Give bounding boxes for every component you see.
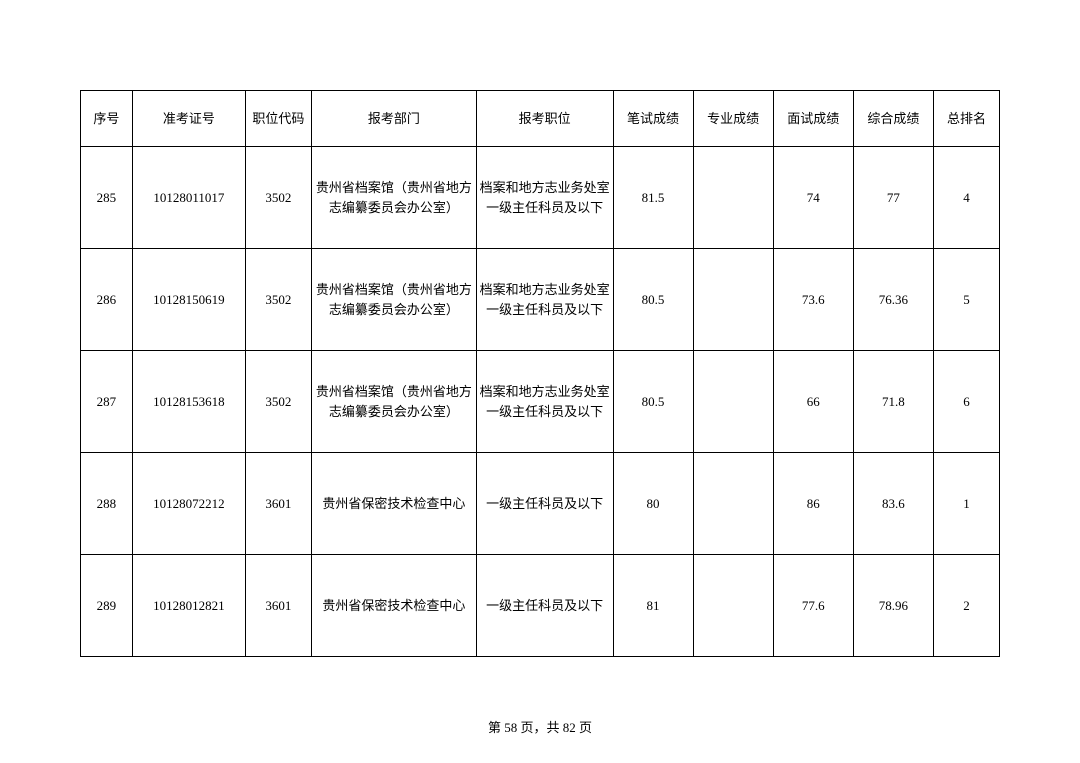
cell-pos: 一级主任科员及以下 bbox=[476, 453, 613, 555]
header-interview: 面试成绩 bbox=[773, 91, 853, 147]
cell-total: 83.6 bbox=[853, 453, 933, 555]
table-row: 286 10128150619 3502 贵州省档案馆（贵州省地方志编纂委员会办… bbox=[81, 249, 1000, 351]
cell-written: 80 bbox=[613, 453, 693, 555]
cell-rank: 6 bbox=[933, 351, 999, 453]
table-row: 285 10128011017 3502 贵州省档案馆（贵州省地方志编纂委员会办… bbox=[81, 147, 1000, 249]
header-seq: 序号 bbox=[81, 91, 133, 147]
header-examno: 准考证号 bbox=[132, 91, 245, 147]
cell-seq: 286 bbox=[81, 249, 133, 351]
cell-written: 81.5 bbox=[613, 147, 693, 249]
cell-major bbox=[693, 147, 773, 249]
cell-interview: 73.6 bbox=[773, 249, 853, 351]
cell-dept: 贵州省保密技术检查中心 bbox=[311, 453, 476, 555]
cell-pos: 档案和地方志业务处室一级主任科员及以下 bbox=[476, 249, 613, 351]
cell-pos: 档案和地方志业务处室一级主任科员及以下 bbox=[476, 147, 613, 249]
page-footer: 第 58 页，共 82 页 bbox=[80, 717, 1000, 736]
cell-pos: 档案和地方志业务处室一级主任科员及以下 bbox=[476, 351, 613, 453]
cell-code: 3601 bbox=[245, 555, 311, 657]
cell-code: 3502 bbox=[245, 147, 311, 249]
cell-seq: 288 bbox=[81, 453, 133, 555]
cell-total: 76.36 bbox=[853, 249, 933, 351]
cell-written: 80.5 bbox=[613, 351, 693, 453]
cell-dept: 贵州省档案馆（贵州省地方志编纂委员会办公室） bbox=[311, 351, 476, 453]
cell-major bbox=[693, 555, 773, 657]
cell-code: 3502 bbox=[245, 351, 311, 453]
cell-examno: 10128072212 bbox=[132, 453, 245, 555]
header-rank: 总排名 bbox=[933, 91, 999, 147]
cell-rank: 2 bbox=[933, 555, 999, 657]
page-container: 序号 准考证号 职位代码 报考部门 报考职位 笔试成绩 专业成绩 面试成绩 综合… bbox=[0, 0, 1080, 736]
cell-pos: 一级主任科员及以下 bbox=[476, 555, 613, 657]
footer-total: 82 bbox=[563, 720, 576, 735]
cell-major bbox=[693, 249, 773, 351]
cell-total: 71.8 bbox=[853, 351, 933, 453]
header-written: 笔试成绩 bbox=[613, 91, 693, 147]
cell-examno: 10128012821 bbox=[132, 555, 245, 657]
cell-major bbox=[693, 453, 773, 555]
cell-dept: 贵州省保密技术检查中心 bbox=[311, 555, 476, 657]
cell-interview: 66 bbox=[773, 351, 853, 453]
cell-interview: 86 bbox=[773, 453, 853, 555]
cell-rank: 1 bbox=[933, 453, 999, 555]
header-major: 专业成绩 bbox=[693, 91, 773, 147]
cell-examno: 10128153618 bbox=[132, 351, 245, 453]
cell-seq: 285 bbox=[81, 147, 133, 249]
cell-examno: 10128011017 bbox=[132, 147, 245, 249]
cell-seq: 287 bbox=[81, 351, 133, 453]
footer-mid: 页，共 bbox=[517, 720, 563, 735]
header-pos: 报考职位 bbox=[476, 91, 613, 147]
table-row: 287 10128153618 3502 贵州省档案馆（贵州省地方志编纂委员会办… bbox=[81, 351, 1000, 453]
header-code: 职位代码 bbox=[245, 91, 311, 147]
cell-rank: 5 bbox=[933, 249, 999, 351]
cell-total: 78.96 bbox=[853, 555, 933, 657]
results-table: 序号 准考证号 职位代码 报考部门 报考职位 笔试成绩 专业成绩 面试成绩 综合… bbox=[80, 90, 1000, 657]
cell-interview: 74 bbox=[773, 147, 853, 249]
cell-written: 80.5 bbox=[613, 249, 693, 351]
cell-interview: 77.6 bbox=[773, 555, 853, 657]
footer-suffix: 页 bbox=[576, 720, 592, 735]
header-total: 综合成绩 bbox=[853, 91, 933, 147]
table-row: 289 10128012821 3601 贵州省保密技术检查中心 一级主任科员及… bbox=[81, 555, 1000, 657]
cell-seq: 289 bbox=[81, 555, 133, 657]
cell-major bbox=[693, 351, 773, 453]
cell-written: 81 bbox=[613, 555, 693, 657]
cell-total: 77 bbox=[853, 147, 933, 249]
footer-prefix: 第 bbox=[488, 720, 504, 735]
cell-code: 3502 bbox=[245, 249, 311, 351]
cell-dept: 贵州省档案馆（贵州省地方志编纂委员会办公室） bbox=[311, 249, 476, 351]
cell-examno: 10128150619 bbox=[132, 249, 245, 351]
header-dept: 报考部门 bbox=[311, 91, 476, 147]
cell-code: 3601 bbox=[245, 453, 311, 555]
cell-dept: 贵州省档案馆（贵州省地方志编纂委员会办公室） bbox=[311, 147, 476, 249]
header-row: 序号 准考证号 职位代码 报考部门 报考职位 笔试成绩 专业成绩 面试成绩 综合… bbox=[81, 91, 1000, 147]
table-row: 288 10128072212 3601 贵州省保密技术检查中心 一级主任科员及… bbox=[81, 453, 1000, 555]
cell-rank: 4 bbox=[933, 147, 999, 249]
footer-page: 58 bbox=[504, 720, 517, 735]
